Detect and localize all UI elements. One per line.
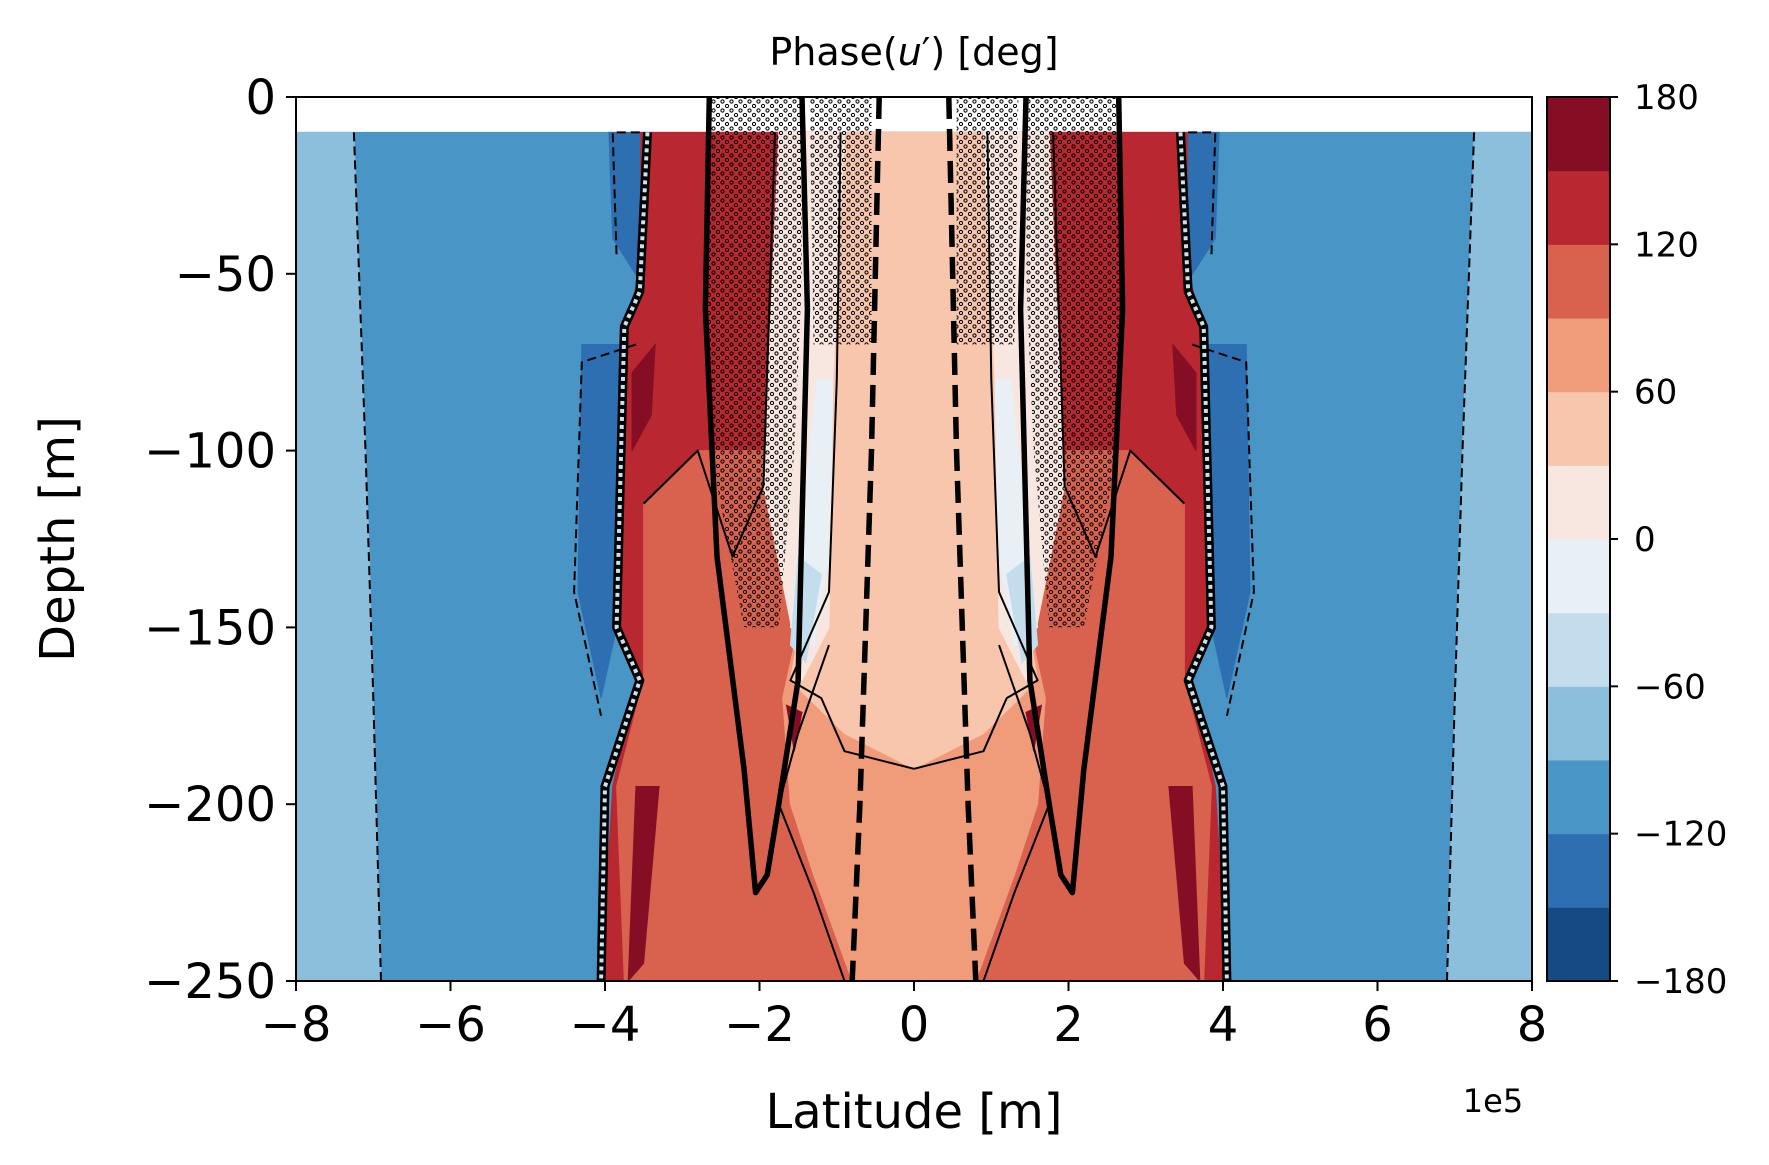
y-axis: 0 −50 −100 −150 −200 −250	[144, 70, 296, 1010]
colorbar-swatch	[1547, 170, 1610, 245]
hatched-region	[956, 97, 1019, 345]
y-tick-label: 0	[245, 70, 276, 126]
colorbar-tick-label: 180	[1634, 78, 1699, 118]
colorbar-swatch	[1547, 833, 1610, 908]
colorbar-swatch	[1547, 686, 1610, 761]
hatched-region	[1026, 97, 1123, 628]
colorbar-swatch	[1547, 244, 1610, 319]
contour-region	[627, 786, 660, 981]
colorbar-tick-label: 0	[1634, 520, 1656, 560]
contour-line-thin-dashed	[1446, 132, 1476, 981]
contour-line-thick	[1017, 97, 1126, 896]
contour-line-thin	[1052, 132, 1186, 558]
x-axis: −8 −6 −4 −2 0 2 4 6 8	[261, 981, 1548, 1053]
chart-title: Phase(u′) [deg]	[769, 30, 1058, 74]
y-tick-label: −100	[144, 424, 276, 480]
contour-line-thin-dashed	[1191, 343, 1255, 717]
phase-jump-band-dots	[1178, 132, 1229, 981]
hatched-region	[809, 97, 872, 345]
hatched-regions	[705, 97, 1123, 628]
x-tick-label: 0	[899, 997, 930, 1053]
x-offset-label: 1e5	[1463, 1082, 1523, 1120]
hatched-region	[705, 97, 802, 628]
colorbar-swatch	[1547, 318, 1610, 393]
contour-line-thin-dashed	[573, 343, 637, 717]
contour-region	[631, 342, 656, 451]
x-tick-label: −2	[724, 997, 795, 1053]
x-tick-label: 8	[1517, 997, 1548, 1053]
x-tick-label: −8	[261, 997, 332, 1053]
colorbar-tick-label: −120	[1634, 815, 1727, 855]
y-tick-label: −150	[144, 600, 276, 656]
colorbar-swatch	[1547, 539, 1610, 614]
colorbar: 180 120 60 0 −60 −120 −180	[1546, 78, 1727, 1002]
contour-line-thin-dashed	[352, 132, 382, 981]
x-tick-label: −6	[415, 997, 486, 1053]
x-tick-label: 6	[1362, 997, 1393, 1053]
x-tick-label: 2	[1053, 997, 1084, 1053]
phase-jump-band-dots	[599, 132, 650, 981]
colorbar-swatch	[1547, 391, 1610, 466]
plot-area	[296, 97, 1532, 981]
colorbar-tick-label: 60	[1634, 373, 1677, 413]
colorbar-swatch	[1547, 97, 1610, 172]
colorbar-swatch	[1547, 612, 1610, 687]
contour-regions	[296, 131, 1532, 981]
contour-line-thick-dashed	[849, 97, 882, 981]
colorbar-tick-label: −180	[1634, 962, 1727, 1002]
y-tick-label: −50	[175, 247, 276, 303]
colorbar-swatch	[1547, 465, 1610, 540]
contour-line-thin	[789, 132, 915, 770]
contour-line-thin	[913, 132, 1039, 770]
colorbar-swatch	[1547, 907, 1610, 982]
y-axis-label: Depth [m]	[30, 416, 86, 662]
contour-line-thick	[702, 97, 811, 896]
contour-line-thick-dashed	[946, 97, 979, 981]
colorbar-tick-label: 120	[1634, 225, 1699, 265]
colorbar-tick-label: −60	[1634, 667, 1706, 707]
x-tick-label: −4	[570, 997, 641, 1053]
contour-region	[1168, 786, 1201, 981]
contour-lines	[352, 97, 1476, 981]
colorbar-swatch	[1547, 760, 1610, 835]
x-tick-label: 4	[1208, 997, 1239, 1053]
x-axis-label: Latitude [m]	[765, 1084, 1062, 1140]
contour-region	[1172, 342, 1197, 451]
y-tick-label: −200	[144, 777, 276, 833]
contour-line-thin	[642, 132, 776, 558]
y-tick-label: −250	[144, 954, 276, 1010]
